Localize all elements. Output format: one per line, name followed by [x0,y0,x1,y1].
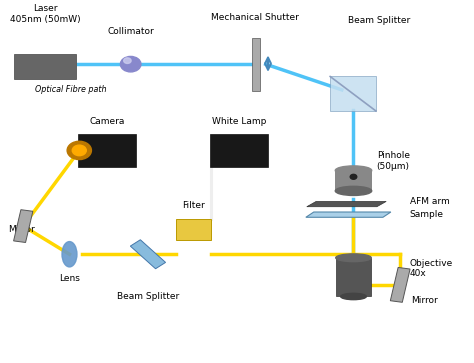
Text: Mechanical Shutter: Mechanical Shutter [211,13,300,22]
Circle shape [67,141,91,160]
Ellipse shape [62,242,77,267]
FancyBboxPatch shape [210,134,268,167]
Text: Camera: Camera [90,117,125,126]
FancyBboxPatch shape [78,134,136,167]
FancyBboxPatch shape [14,54,75,79]
FancyBboxPatch shape [335,171,372,191]
Ellipse shape [335,186,372,195]
Circle shape [350,174,357,179]
Text: Optical Fibre path: Optical Fibre path [35,85,107,94]
Circle shape [124,58,131,64]
Polygon shape [130,240,165,269]
Circle shape [120,56,141,72]
Text: Mirror: Mirror [8,225,35,234]
Text: Pinhole
(50µm): Pinhole (50µm) [377,151,410,171]
Polygon shape [390,268,410,302]
Ellipse shape [341,293,366,300]
Ellipse shape [336,254,371,262]
Polygon shape [307,201,386,207]
Polygon shape [14,210,33,242]
Polygon shape [176,219,211,240]
Text: White Lamp: White Lamp [212,117,266,126]
Text: Mirror: Mirror [411,295,438,305]
Text: Laser
405nm (50mW): Laser 405nm (50mW) [10,4,81,24]
Text: Beam Splitter: Beam Splitter [117,292,179,301]
Text: Lens: Lens [59,274,80,283]
Text: Collimator: Collimator [107,27,154,36]
Text: Objective
40x: Objective 40x [410,258,453,278]
FancyBboxPatch shape [330,77,376,111]
FancyBboxPatch shape [252,38,260,91]
Text: Filter: Filter [182,201,205,210]
Polygon shape [306,212,391,217]
Text: Sample: Sample [410,210,444,219]
FancyBboxPatch shape [336,258,371,297]
Circle shape [72,145,86,156]
Text: Beam Splitter: Beam Splitter [348,16,410,25]
Ellipse shape [335,166,372,175]
Text: AFM arm: AFM arm [410,197,449,206]
